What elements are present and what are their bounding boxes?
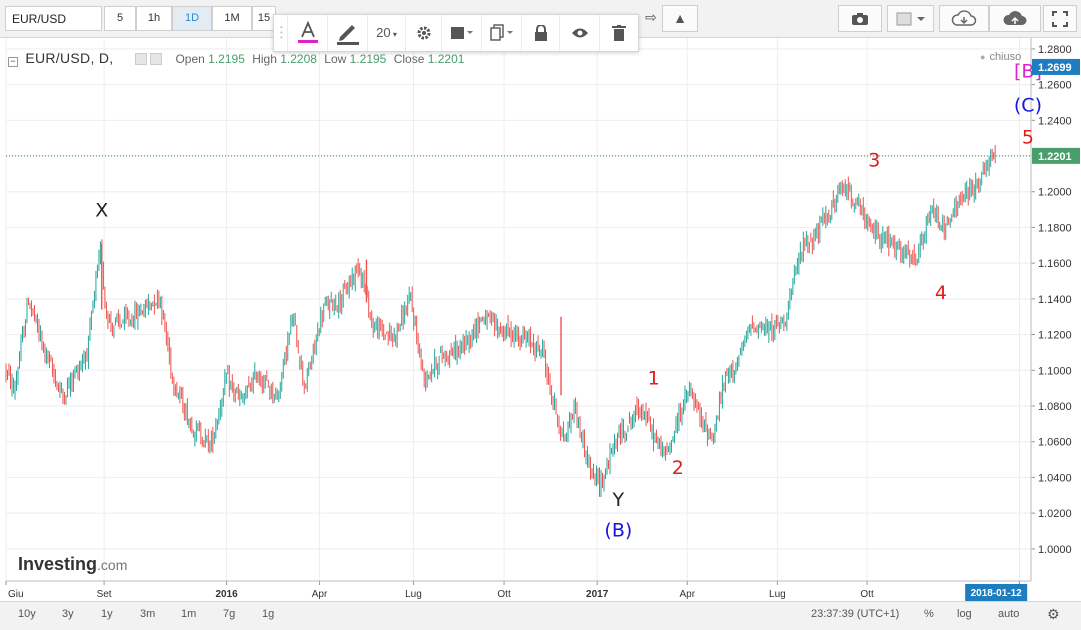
top-price-label: 1.2699 (1038, 62, 1072, 74)
y-tick-label: 1.1600 (1038, 258, 1072, 270)
interval-1h[interactable]: 1h (136, 6, 172, 31)
top-toolbar: EUR/USD 5 1h 1D 1M 15 ⇨ ▲ (0, 0, 1081, 38)
y-tick-label: 1.0200 (1038, 508, 1072, 520)
market-status: chiuso (980, 51, 1021, 63)
wave-label: (C) (1014, 94, 1042, 116)
last-date-label: 2018-01-12 (971, 588, 1023, 599)
price-chart[interactable]: 1.0000 1.0200 1.0400 1.0600 1.0800 1.1000 1.12… (0, 38, 1081, 601)
legend-collapse-icon[interactable]: − (8, 57, 18, 67)
redo-icon[interactable]: ⇨ (645, 9, 657, 25)
y-tick-label: 1.0400 (1038, 472, 1072, 484)
plot-background (6, 38, 1030, 581)
interval-15[interactable]: 15 (252, 6, 276, 31)
investing-logo: Investing.com (18, 554, 127, 575)
gear-icon[interactable] (406, 15, 442, 51)
cloud-upload-icon[interactable] (989, 5, 1041, 32)
font-size-value: 20 (376, 25, 391, 40)
color-box-icon[interactable] (887, 5, 934, 32)
x-tick-label: Apr (679, 589, 695, 600)
wave-label: 2 (672, 457, 684, 479)
legend-close-value: 1.2201 (427, 52, 465, 66)
wave-label: 3 (868, 150, 880, 172)
copy-icon[interactable] (482, 15, 522, 51)
logo-text: Investing (18, 554, 98, 574)
bottom-bar: 10y 3y 1y 3m 1m 7g 1g 23:37:39 (UTC+1) %… (0, 601, 1081, 630)
top-price-badge (1032, 58, 1080, 75)
alert-add-icon[interactable]: ▲ (662, 5, 698, 32)
font-size-select[interactable]: 20 ▾ (368, 15, 406, 51)
range-3y[interactable]: 3y (62, 608, 74, 620)
interval-1d[interactable]: 1D (172, 6, 212, 31)
wave-label: 4 (935, 282, 947, 304)
text-color-icon[interactable] (288, 15, 328, 51)
interval-1m[interactable]: 1M (212, 6, 252, 31)
y-tick-label: 1.0800 (1038, 401, 1072, 413)
x-tick-label: Lug (405, 589, 422, 600)
x-tick-label: 2016 (215, 589, 238, 600)
drawing-toolbar: ⋮ 20 ▾ (273, 14, 639, 52)
eye-icon[interactable] (560, 15, 600, 51)
last-price-badge (1032, 147, 1080, 164)
legend-close-label: Close (393, 52, 425, 66)
last-date-badge (965, 584, 1028, 601)
range-10y[interactable]: 10y (18, 608, 36, 620)
y-tick-label: 1.1400 (1038, 294, 1072, 306)
legend-close-icon[interactable] (150, 53, 163, 65)
fill-icon[interactable] (442, 15, 482, 51)
camera-icon[interactable] (838, 5, 882, 32)
legend-symbol: EUR/USD, D, (25, 50, 114, 66)
y-tick-label: 1.2600 (1038, 80, 1072, 92)
y-tick-label: 1.2800 (1038, 44, 1072, 56)
legend-low-label: Low (324, 52, 347, 66)
wave-label: X (95, 200, 108, 222)
legend-low-value: 1.2195 (349, 52, 387, 66)
wave-label: 5 (1022, 127, 1034, 149)
percent-toggle[interactable]: % (924, 608, 934, 620)
y-tick-label: 1.1200 (1038, 330, 1072, 342)
fullscreen-icon[interactable] (1043, 5, 1077, 32)
x-tick-label: Giu (8, 589, 24, 600)
wave-label: (B) (604, 519, 632, 541)
trash-icon[interactable] (600, 15, 638, 51)
last-price-label: 1.2201 (1038, 151, 1072, 163)
x-tick-label: Ott (860, 589, 874, 600)
interval-5[interactable]: 5 (104, 6, 136, 31)
range-3m[interactable]: 3m (140, 608, 156, 620)
y-tick-label: 1.1800 (1038, 222, 1072, 234)
y-tick-label: 1.1000 (1038, 365, 1072, 377)
range-1y[interactable]: 1y (101, 608, 113, 620)
x-tick-label: Lug (769, 589, 786, 600)
drag-handle-icon[interactable]: ⋮ (274, 15, 289, 51)
x-tick-label: 2017 (586, 589, 609, 600)
lock-icon[interactable] (522, 15, 560, 51)
log-toggle[interactable]: log (957, 608, 972, 620)
y-tick-label: 1.0600 (1038, 437, 1072, 449)
auto-toggle[interactable]: auto (998, 608, 1020, 620)
pen-icon[interactable] (328, 15, 368, 51)
ohlc-legend: − EUR/USD, D, Open 1.2195 High 1.2208 Lo… (8, 50, 464, 67)
wave-label: Y (612, 489, 625, 511)
range-1g[interactable]: 1g (262, 608, 275, 620)
x-tick-label: Set (97, 589, 112, 600)
symbol-search-input[interactable]: EUR/USD (5, 6, 102, 31)
logo-suffix: .com (97, 557, 128, 573)
gear-icon[interactable]: ⚙ (1047, 606, 1060, 622)
y-tick-label: 1.2400 (1038, 115, 1072, 127)
x-tick-label: Ott (497, 589, 511, 600)
range-7g[interactable]: 7g (223, 608, 236, 620)
legend-open-label: Open (175, 52, 205, 66)
y-tick-label: 1.0000 (1038, 544, 1072, 556)
legend-settings-icon[interactable] (134, 53, 147, 65)
x-tick-label: Apr (312, 589, 328, 600)
y-tick-label: 1.2000 (1038, 187, 1072, 199)
clock-time: 23:37:39 (UTC+1) (811, 608, 900, 620)
wave-label: 1 (648, 368, 660, 390)
range-1m[interactable]: 1m (181, 608, 197, 620)
cloud-download-icon[interactable] (939, 5, 989, 32)
legend-high-value: 1.2208 (280, 52, 317, 66)
legend-high-label: High (252, 52, 277, 66)
legend-open-value: 1.2195 (208, 52, 245, 66)
